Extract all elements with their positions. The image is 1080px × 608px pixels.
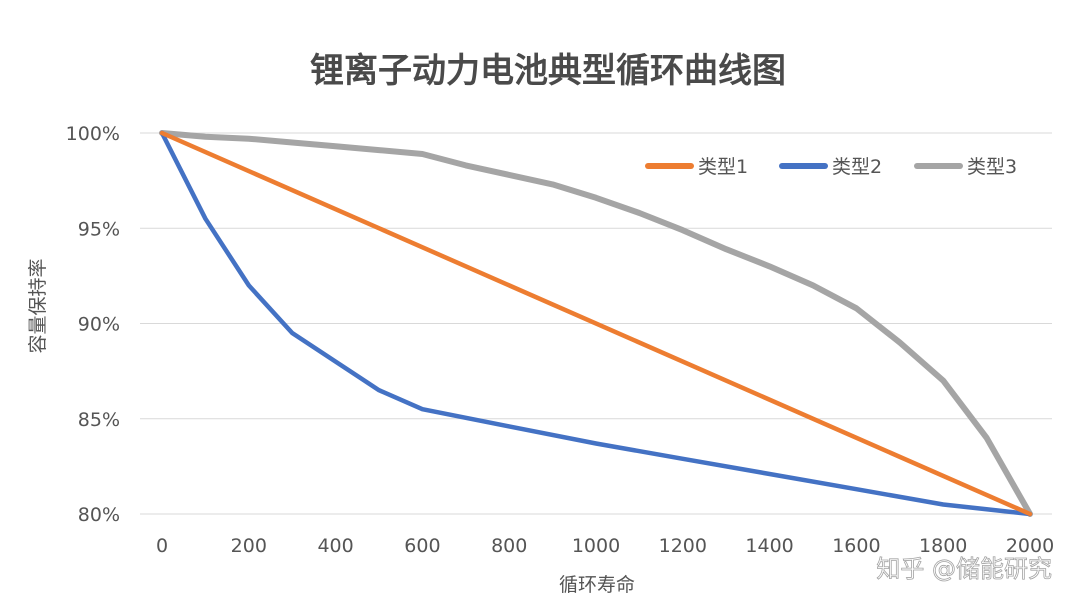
watermark-text: 知乎 @储能研究 — [876, 555, 1052, 583]
y-axis-ticks: 80% 85% 90% 95% 100% — [66, 123, 120, 526]
y-tick-label: 90% — [78, 314, 120, 336]
series-line-3 — [159, 130, 1033, 517]
x-tick-label: 1800 — [919, 535, 967, 557]
y-axis-label: 容量保持率 — [27, 258, 49, 353]
y-tick-label: 100% — [66, 123, 120, 145]
x-axis-label: 循环寿命 — [559, 574, 635, 596]
x-tick-label: 1000 — [572, 535, 620, 557]
legend-label-2: 类型2 — [832, 156, 882, 178]
x-tick-label: 1200 — [659, 535, 707, 557]
x-tick-label: 600 — [404, 535, 440, 557]
x-axis-ticks: 0 200 400 600 800 1000 1200 1400 1600 1800 2000 — [156, 535, 1054, 557]
y-tick-label: 80% — [78, 504, 120, 526]
y-tick-label: 85% — [78, 409, 120, 431]
legend-label-3: 类型3 — [967, 156, 1017, 178]
x-tick-label: 0 — [156, 535, 168, 557]
x-tick-label: 1400 — [745, 535, 793, 557]
legend: 类型1 类型2 类型3 — [645, 156, 1017, 178]
series-line-2 — [159, 130, 1033, 517]
x-tick-label: 800 — [491, 535, 527, 557]
x-tick-label: 200 — [231, 535, 267, 557]
legend-label-1: 类型1 — [698, 156, 748, 178]
x-tick-label: 2000 — [1006, 535, 1054, 557]
x-tick-label: 1600 — [832, 535, 880, 557]
series-line-1 — [159, 130, 1033, 517]
y-tick-label: 95% — [78, 218, 120, 240]
chart-title: 锂离子动力电池典型循环曲线图 — [310, 51, 786, 91]
x-tick-label: 400 — [317, 535, 353, 557]
series-lines — [159, 130, 1033, 517]
